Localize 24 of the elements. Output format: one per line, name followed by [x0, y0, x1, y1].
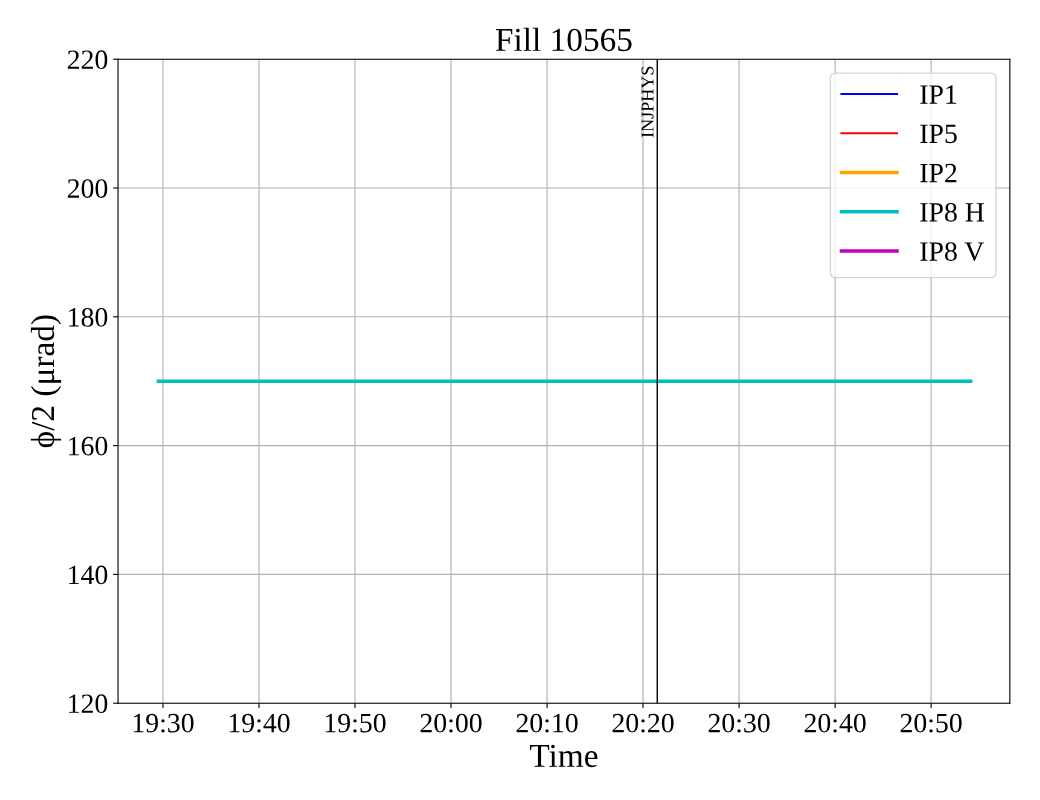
y-tick-label: 180	[69, 307, 108, 327]
x-tick-label: 20:30	[708, 713, 770, 733]
x-tick-label: 20:20	[612, 713, 674, 733]
ref-line-label: INJPHYS	[641, 66, 654, 138]
y-tick-label: 120	[69, 694, 108, 714]
x-tick-label: 20:40	[804, 713, 866, 733]
legend-label: IP8 H	[920, 202, 985, 222]
y-tick-label: 220	[67, 50, 108, 70]
x-tick-label: 20:50	[900, 713, 962, 733]
x-axis-title: Time	[529, 744, 598, 768]
x-tick-label: 19:50	[325, 713, 386, 733]
y-tick-label: 140	[69, 565, 108, 585]
legend-label: IP5	[920, 124, 957, 144]
legend-label: IP2	[920, 163, 957, 183]
x-tick-label: 19:30	[133, 713, 194, 733]
x-tick-label: 20:00	[420, 713, 482, 733]
x-tick-label: 20:10	[516, 713, 578, 733]
y-axis-title: ϕ/2 (μrad)	[30, 315, 62, 448]
y-tick-label: 160	[69, 436, 108, 456]
legend-label: IP1	[920, 85, 957, 104]
x-tick-label: 19:40	[229, 713, 290, 733]
chart-title: Fill 10565	[495, 27, 632, 52]
legend-label: IP8 V	[920, 242, 985, 262]
y-tick-label: 200	[67, 179, 108, 198]
